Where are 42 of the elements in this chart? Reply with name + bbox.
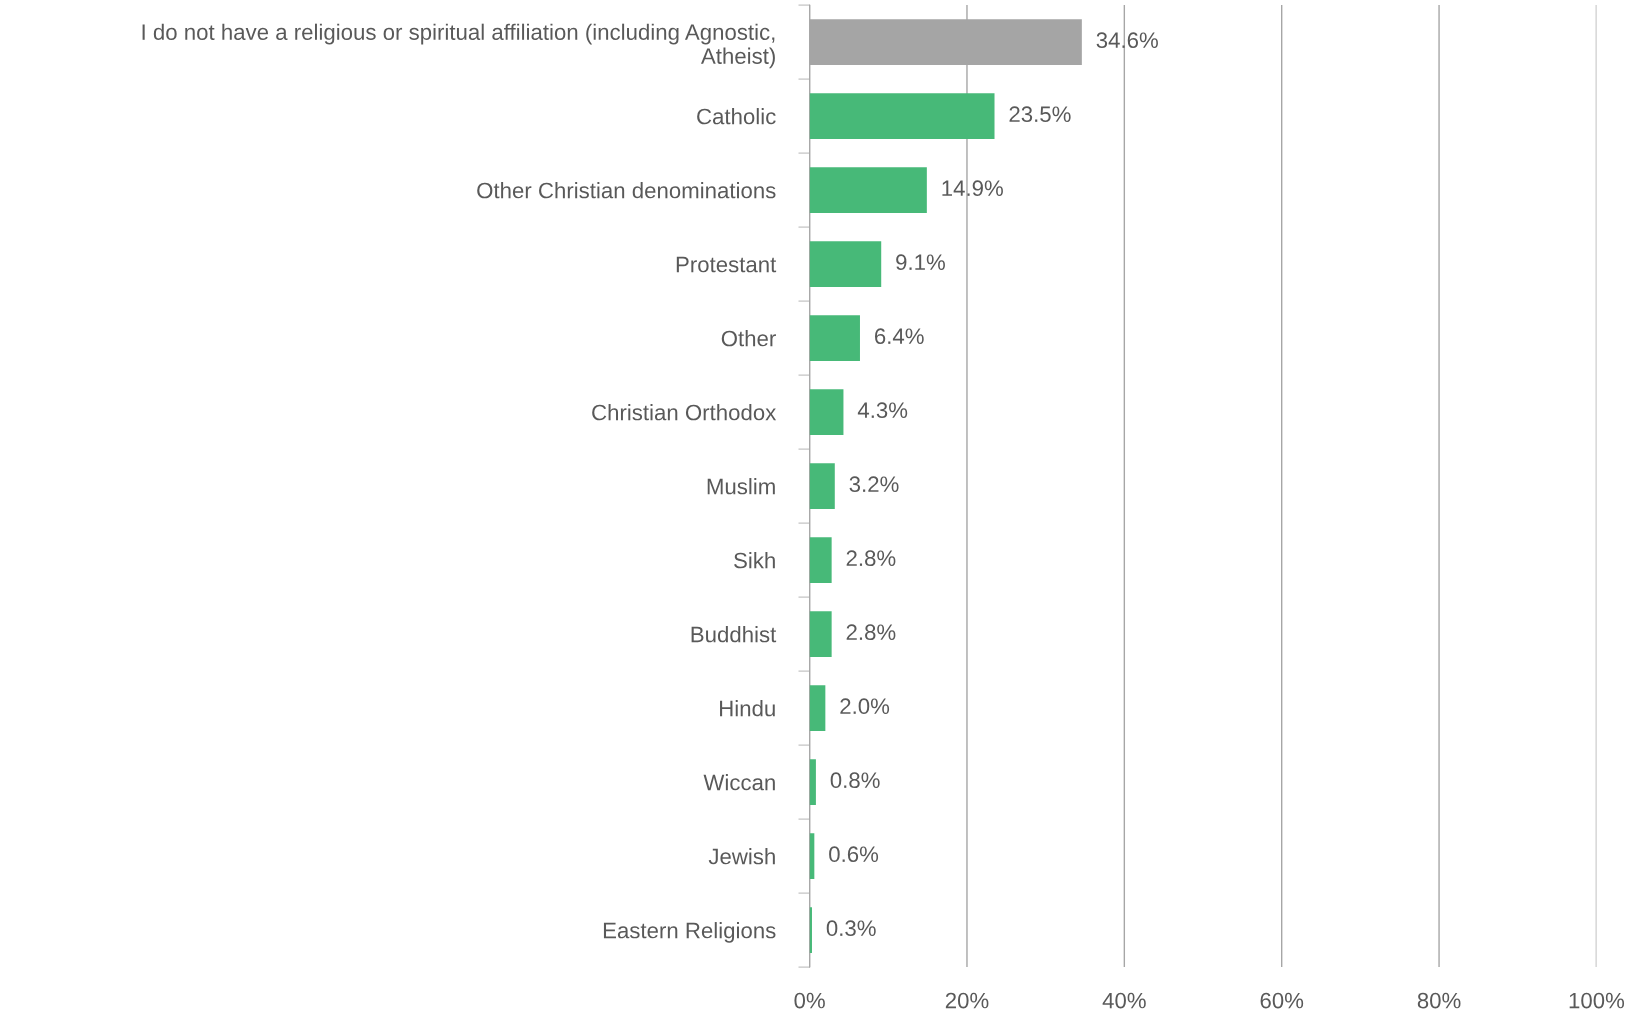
y-tick-label: Jewish xyxy=(708,848,775,865)
bar xyxy=(809,611,832,658)
bar xyxy=(809,167,927,214)
y-tick-label: Buddhist xyxy=(691,626,777,643)
x-tick-label: 100% xyxy=(1569,992,1625,1009)
data-label: 4.3% xyxy=(857,402,908,419)
data-label: 0.8% xyxy=(830,772,880,789)
bar xyxy=(809,685,826,732)
y-tick-label: Eastern Religions xyxy=(603,922,776,943)
data-label: 14.9% xyxy=(942,180,1003,197)
bar xyxy=(809,315,860,362)
data-label: 2.8% xyxy=(846,550,896,567)
y-tick-label: Catholic xyxy=(697,108,776,125)
data-label: 23.5% xyxy=(1009,106,1071,123)
y-tick-label: Hindu xyxy=(720,700,775,717)
y-tick-label: Christian Orthodox xyxy=(592,404,777,421)
data-label: 34.6% xyxy=(1096,32,1158,49)
data-label: 0.3% xyxy=(826,920,876,937)
y-tick-label: Muslim xyxy=(707,478,775,495)
bar xyxy=(809,759,816,806)
data-label: 0.6% xyxy=(829,846,879,863)
x-tick-label: 20% xyxy=(945,992,989,1009)
y-tick-label: I do not have a religious or spiritual affiliation (including Agnostic, Atheist) xyxy=(142,23,775,69)
y-tick-label: Other xyxy=(721,330,776,347)
bar xyxy=(809,93,995,140)
y-tick-label: Other Christian denominations xyxy=(477,182,776,199)
data-label: 2.8% xyxy=(846,624,896,641)
data-label: 6.4% xyxy=(874,328,924,345)
data-label: 2.0% xyxy=(840,698,890,715)
bar xyxy=(809,537,832,584)
x-tick-label: 60% xyxy=(1260,992,1304,1009)
bar xyxy=(809,241,882,288)
data-label: 3.2% xyxy=(849,476,899,493)
y-tick-label: Protestant xyxy=(676,256,777,273)
x-tick-label: 80% xyxy=(1417,992,1461,1009)
y-tick-label: Wiccan xyxy=(703,774,775,791)
x-tick-label: 40% xyxy=(1102,992,1146,1009)
x-tick-label: 0% xyxy=(794,992,825,1009)
data-label: 9.1% xyxy=(896,254,945,271)
y-tick-label: Sikh xyxy=(734,552,775,569)
bar xyxy=(809,463,835,510)
bar xyxy=(809,389,844,436)
